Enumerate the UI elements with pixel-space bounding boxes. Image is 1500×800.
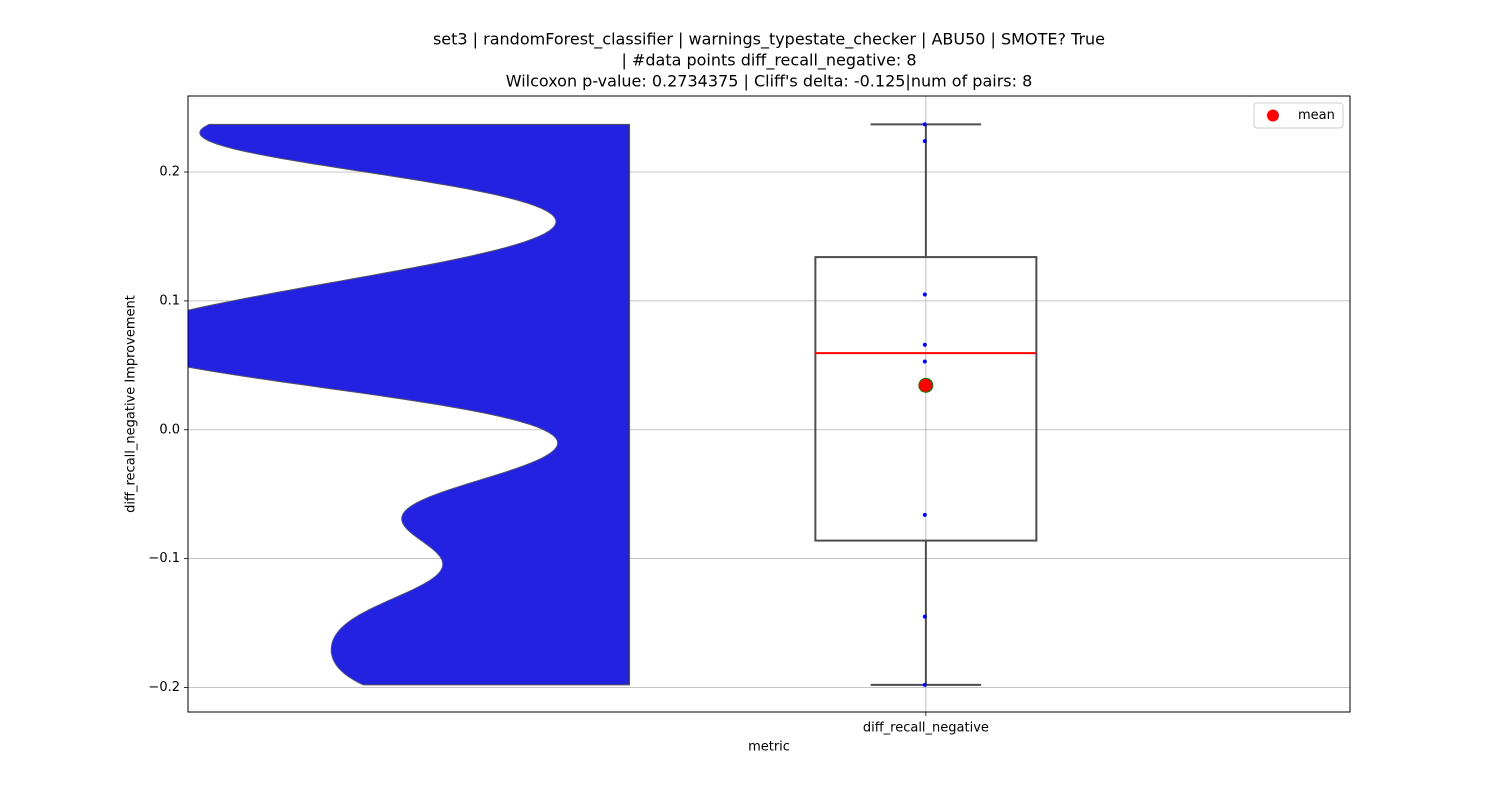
- data-point: [922, 682, 927, 687]
- x-tick-label: diff_recall_negative: [863, 721, 989, 736]
- data-point: [922, 139, 927, 144]
- legend-label: mean: [1298, 108, 1335, 123]
- box: [814, 256, 1038, 542]
- y-tick-label: 0.0: [159, 422, 180, 437]
- y-axis-label: diff_recall_negative Improvement: [124, 295, 139, 513]
- chart-title: | #data points diff_recall_negative: 8: [621, 51, 916, 71]
- chart-title: Wilcoxon p-value: 0.2734375 | Cliff's de…: [506, 72, 1033, 91]
- data-point: [922, 292, 927, 297]
- plot-frame: [187, 95, 1351, 713]
- plot-area: [188, 122, 1038, 687]
- data-point: [922, 359, 927, 364]
- y-tick-label: 0.1: [159, 293, 180, 308]
- y-tick-label: −0.2: [148, 680, 180, 695]
- data-point: [922, 512, 927, 517]
- data-point: [922, 342, 927, 347]
- x-axis-label: metric: [748, 740, 790, 755]
- mean-marker: [918, 377, 934, 393]
- violin: [188, 123, 631, 686]
- legend-box: [1253, 102, 1344, 129]
- y-tick-label: 0.2: [159, 165, 180, 180]
- legend-marker: [1267, 109, 1279, 122]
- y-tick-label: −0.1: [148, 551, 180, 566]
- chart-title: set3 | randomForest_classifier | warning…: [433, 30, 1105, 50]
- data-point: [922, 614, 927, 619]
- data-point: [922, 122, 927, 127]
